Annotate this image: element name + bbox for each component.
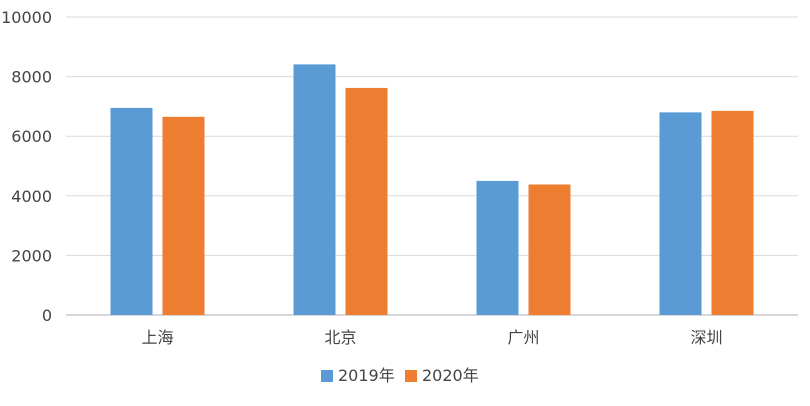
legend-swatch: [405, 370, 417, 382]
bar: [345, 87, 388, 315]
bar: [162, 116, 205, 315]
x-category-label: 广州: [507, 328, 539, 347]
legend-item: 2020年: [405, 366, 479, 385]
y-tick-label: 0: [42, 306, 52, 325]
bar: [476, 180, 519, 315]
legend: 2019年 2020年: [321, 366, 479, 385]
bar: [659, 112, 702, 315]
x-category-label: 深圳: [690, 328, 722, 347]
x-category-label: 上海: [141, 328, 173, 347]
bar: [528, 184, 571, 315]
y-axis-tick-labels: 0 2000 4000 6000 8000 10000: [1, 8, 52, 325]
bars: [110, 64, 754, 316]
bar: [711, 110, 754, 316]
y-tick-label: 4000: [11, 187, 52, 206]
legend-swatch: [321, 370, 333, 382]
y-tick-label: 2000: [11, 246, 52, 265]
bar: [293, 64, 336, 315]
y-tick-label: 10000: [1, 8, 52, 27]
x-category-label: 北京: [324, 328, 356, 347]
legend-label: 2020年: [422, 366, 479, 385]
y-tick-label: 8000: [11, 68, 52, 87]
y-tick-label: 6000: [11, 127, 52, 146]
legend-item: 2019年: [321, 366, 395, 385]
bar: [110, 107, 153, 315]
x-axis-category-labels: 上海 北京 广州 深圳: [141, 328, 722, 347]
legend-label: 2019年: [338, 366, 395, 385]
